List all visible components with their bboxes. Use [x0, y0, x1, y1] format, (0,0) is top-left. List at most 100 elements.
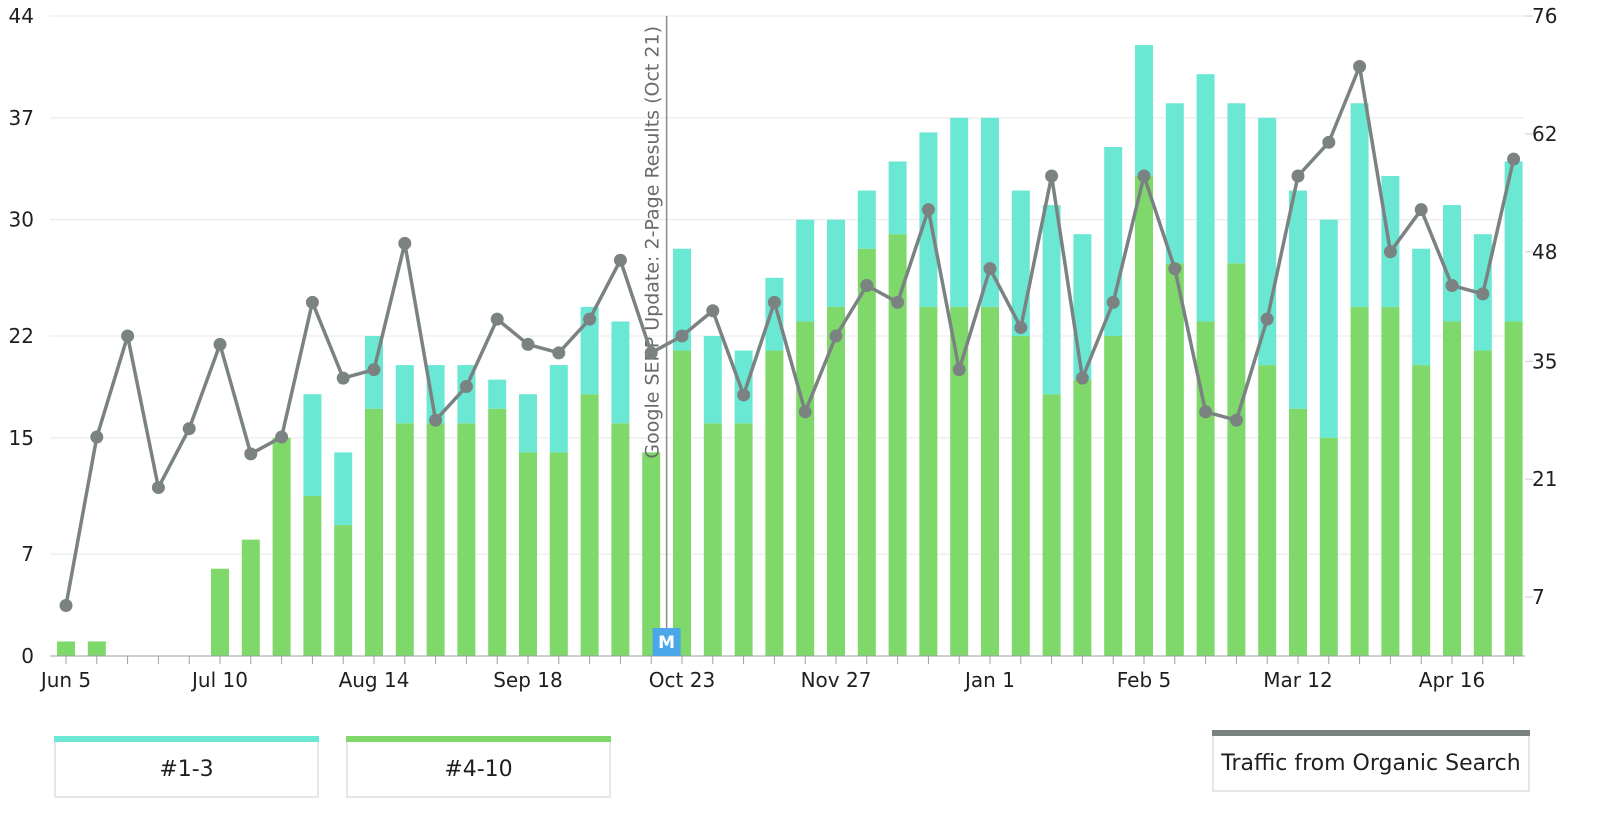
- bar-rank-1-3: [765, 277, 784, 351]
- traffic-point: [1045, 169, 1059, 183]
- bar-rank-4-10: [1042, 394, 1061, 656]
- traffic-point: [552, 346, 566, 360]
- legend-label-top4-10: #4-10: [444, 756, 513, 782]
- bar-rank-4-10: [1073, 379, 1092, 656]
- bar-rank-4-10: [426, 423, 445, 656]
- bar-rank-1-3: [888, 161, 907, 235]
- traffic-point: [521, 337, 535, 351]
- y-right-tick-label: 21: [1532, 467, 1557, 491]
- traffic-point: [429, 413, 443, 427]
- traffic-point: [1353, 60, 1367, 74]
- traffic-line: [64, 64, 1516, 606]
- traffic-point: [490, 312, 504, 326]
- x-tick-label: Jul 10: [190, 668, 248, 692]
- bar-rank-4-10: [580, 394, 599, 656]
- bar-rank-4-10: [611, 423, 630, 656]
- legend-label-organic-traffic: Traffic from Organic Search: [1221, 750, 1521, 776]
- bar-rank-1-3: [1042, 205, 1061, 395]
- bar-rank-1-3: [395, 365, 414, 424]
- bar-rank-1-3: [734, 350, 753, 424]
- legend-item-top4-10[interactable]: #4-10: [346, 736, 611, 798]
- x-tick-label: Jan 1: [963, 668, 1015, 692]
- traffic-point: [675, 329, 689, 343]
- traffic-point: [1137, 169, 1151, 183]
- x-tick-label: Jun 5: [39, 668, 91, 692]
- bar-rank-1-3: [827, 219, 845, 307]
- bar-rank-1-3: [1319, 219, 1338, 438]
- y-left-tick-label: 15: [9, 426, 34, 450]
- bar-rank-4-10: [734, 423, 753, 656]
- bar-rank-4-10: [1258, 365, 1277, 656]
- bar-rank-4-10: [488, 408, 507, 656]
- bar-rank-4-10: [211, 568, 229, 656]
- bar-rank-4-10: [457, 423, 476, 656]
- y-right-tick-label: 48: [1532, 240, 1557, 264]
- bar-rank-4-10: [919, 306, 938, 656]
- traffic-point: [213, 337, 227, 351]
- legend-swatch-top4-10: [346, 736, 611, 742]
- traffic-point: [1229, 413, 1243, 427]
- y-right-tick-label: 62: [1532, 122, 1557, 146]
- bar-rank-1-3: [549, 365, 568, 453]
- traffic-point: [1414, 203, 1428, 217]
- bar-rank-4-10: [1135, 176, 1153, 656]
- bar-rank-4-10: [1504, 321, 1523, 656]
- bar-rank-4-10: [57, 641, 75, 656]
- bar-rank-1-3: [1073, 234, 1092, 380]
- bar-rank-4-10: [303, 496, 322, 656]
- x-tick-label: Apr 16: [1419, 668, 1485, 692]
- y-left-tick-label: 30: [9, 208, 34, 232]
- traffic-point: [275, 430, 289, 444]
- legend-label-top3: #1-3: [159, 756, 214, 782]
- bar-rank-1-3: [519, 394, 537, 453]
- bar-rank-1-3: [703, 336, 722, 424]
- traffic-point: [891, 295, 905, 309]
- bar-rank-4-10: [1289, 408, 1307, 656]
- traffic-point: [1383, 245, 1397, 259]
- bar-rank-4-10: [1165, 263, 1184, 656]
- bar-rank-1-3: [919, 132, 938, 307]
- traffic-point: [737, 388, 751, 402]
- bar-rank-1-3: [1350, 103, 1369, 307]
- bar-rank-4-10: [673, 350, 691, 656]
- traffic-point: [367, 363, 381, 377]
- traffic-point: [305, 295, 319, 309]
- y-left-tick-label: 37: [9, 106, 34, 130]
- bar-rank-4-10: [888, 234, 907, 656]
- x-tick-label: Nov 27: [801, 668, 872, 692]
- bar-rank-4-10: [1196, 321, 1215, 656]
- traffic-point: [829, 329, 843, 343]
- bar-rank-4-10: [241, 539, 260, 656]
- traffic-point: [244, 447, 258, 461]
- bar-rank-1-3: [796, 219, 815, 322]
- traffic-point: [1507, 152, 1521, 166]
- traffic-point: [798, 405, 812, 419]
- legend-item-organic-traffic[interactable]: Traffic from Organic Search: [1212, 730, 1530, 792]
- bar-rank-1-3: [580, 306, 599, 395]
- bar-rank-4-10: [827, 306, 845, 656]
- traffic-point: [1322, 135, 1336, 149]
- traffic-point: [767, 295, 781, 309]
- bar-rank-1-3: [1443, 205, 1461, 322]
- bar-rank-4-10: [1412, 365, 1431, 656]
- traffic-point: [1168, 262, 1182, 276]
- traffic-point: [583, 312, 597, 326]
- traffic-point: [1199, 405, 1213, 419]
- bar-rank-4-10: [365, 408, 383, 656]
- traffic-point: [151, 481, 165, 495]
- traffic-point: [59, 598, 73, 612]
- bar-rank-4-10: [1443, 321, 1461, 656]
- traffic-point: [336, 371, 350, 385]
- bar-rank-1-3: [334, 452, 353, 526]
- y-left-tick-label: 44: [9, 4, 34, 28]
- bar-rank-4-10: [1319, 437, 1338, 656]
- traffic-point: [182, 422, 196, 436]
- bar-rank-4-10: [1011, 336, 1030, 656]
- x-tick-label: Feb 5: [1117, 668, 1172, 692]
- y-left-tick-label: 22: [9, 324, 34, 348]
- annotation-label: Google SERP Update: 2-Page Results (Oct …: [642, 26, 664, 459]
- bar-rank-1-3: [611, 321, 630, 424]
- legend-item-top3[interactable]: #1-3: [54, 736, 319, 798]
- traffic-point: [952, 363, 966, 377]
- x-tick-label: Sep 18: [493, 668, 563, 692]
